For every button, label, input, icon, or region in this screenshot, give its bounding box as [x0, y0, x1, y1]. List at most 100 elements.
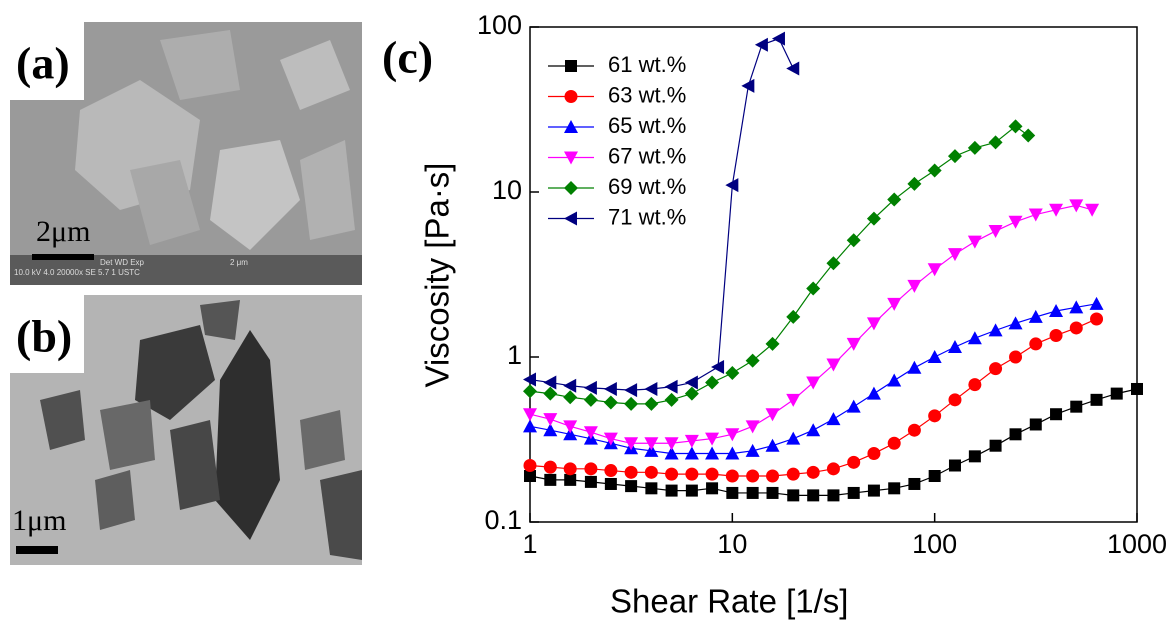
- plot-frame: [529, 26, 1138, 523]
- data-point: [771, 31, 785, 46]
- y-axis-label: Viscosity [Pa·s]: [419, 163, 456, 388]
- legend-marker: [564, 211, 577, 226]
- data-point: [947, 248, 962, 262]
- label-box: [10, 295, 84, 373]
- data-point: [624, 396, 639, 411]
- sem-image: [10, 22, 362, 285]
- data-point: [827, 489, 840, 502]
- data-point: [1029, 337, 1043, 351]
- data-point: [786, 309, 801, 324]
- data-point: [543, 460, 557, 474]
- data-point: [907, 360, 922, 374]
- x-tick-label: 10: [717, 529, 747, 559]
- data-point: [664, 392, 679, 407]
- data-point: [846, 399, 861, 413]
- data-point: [766, 486, 779, 499]
- legend-label: 61 wt.%: [608, 52, 686, 77]
- data-point: [826, 256, 841, 271]
- data-point: [685, 484, 698, 497]
- data-point: [665, 484, 678, 497]
- data-point: [624, 465, 638, 479]
- data-point: [754, 37, 768, 52]
- series-line: [529, 125, 1029, 405]
- data-point: [1050, 408, 1063, 421]
- data-point: [644, 443, 659, 457]
- x-tick-label: 1000: [1107, 529, 1167, 559]
- data-point: [563, 378, 577, 393]
- scale-bar-label: 1μm: [12, 504, 66, 537]
- data-point: [807, 489, 820, 502]
- data-point: [888, 482, 901, 495]
- data-point: [887, 192, 902, 207]
- data-point: [543, 375, 557, 390]
- data-point: [968, 378, 982, 392]
- legend-marker: [564, 181, 578, 195]
- data-point: [523, 384, 537, 399]
- panel-label: (b): [16, 311, 72, 362]
- panel-label: (c): [382, 32, 433, 83]
- data-point: [867, 447, 881, 461]
- data-point: [927, 263, 942, 277]
- data-point: [711, 359, 725, 374]
- data-point: [684, 434, 699, 448]
- data-point: [887, 373, 902, 387]
- data-point: [847, 486, 860, 499]
- data-point: [603, 381, 617, 396]
- scale-bar-label: 2μm: [36, 215, 90, 248]
- data-point: [745, 353, 760, 368]
- legend-label: 65 wt.%: [608, 113, 686, 138]
- data-point: [725, 365, 740, 380]
- data-point: [1070, 400, 1083, 413]
- data-point: [887, 297, 902, 311]
- data-point: [1131, 382, 1143, 395]
- data-point: [705, 446, 720, 460]
- legend-label: 71 wt.%: [608, 204, 686, 229]
- x-tick-label: 1: [522, 529, 537, 559]
- data-point: [741, 78, 755, 93]
- data-point: [603, 432, 618, 446]
- data-point: [988, 323, 1003, 337]
- y-tick-label: 100: [477, 10, 522, 40]
- data-point: [644, 437, 659, 451]
- data-point: [583, 380, 597, 395]
- data-point: [583, 426, 598, 440]
- data-point: [563, 420, 578, 434]
- data-point: [1009, 428, 1022, 441]
- data-point: [665, 467, 679, 481]
- data-point: [928, 470, 941, 483]
- data-point: [746, 469, 760, 483]
- data-point: [967, 140, 982, 155]
- data-point: [1029, 418, 1042, 431]
- data-point: [625, 480, 638, 493]
- data-point: [765, 408, 780, 422]
- data-point: [1090, 393, 1103, 406]
- data-point: [1110, 387, 1123, 400]
- data-point: [664, 437, 679, 451]
- data-point: [1090, 312, 1104, 326]
- data-point: [523, 408, 537, 422]
- series-line: [529, 318, 1097, 477]
- series-line: [529, 204, 1093, 444]
- data-point: [846, 337, 861, 351]
- data-point: [543, 386, 558, 401]
- data-point: [927, 163, 942, 178]
- data-point: [543, 413, 558, 427]
- y-tick-label: 10: [492, 175, 522, 205]
- data-point: [806, 281, 821, 296]
- data-point: [584, 475, 597, 488]
- legend-marker: [564, 90, 578, 103]
- data-point: [1089, 296, 1104, 310]
- data-point: [644, 381, 658, 396]
- data-point: [927, 350, 942, 363]
- data-point: [563, 427, 578, 441]
- data-point: [787, 489, 800, 502]
- data-point: [544, 473, 557, 486]
- data-point: [826, 412, 841, 426]
- data-point: [928, 409, 942, 423]
- data-point: [1069, 199, 1084, 213]
- data-point: [684, 386, 699, 401]
- data-point: [563, 390, 578, 405]
- data-point: [866, 211, 881, 226]
- x-tick-label: 100: [912, 529, 957, 559]
- data-point: [746, 486, 759, 499]
